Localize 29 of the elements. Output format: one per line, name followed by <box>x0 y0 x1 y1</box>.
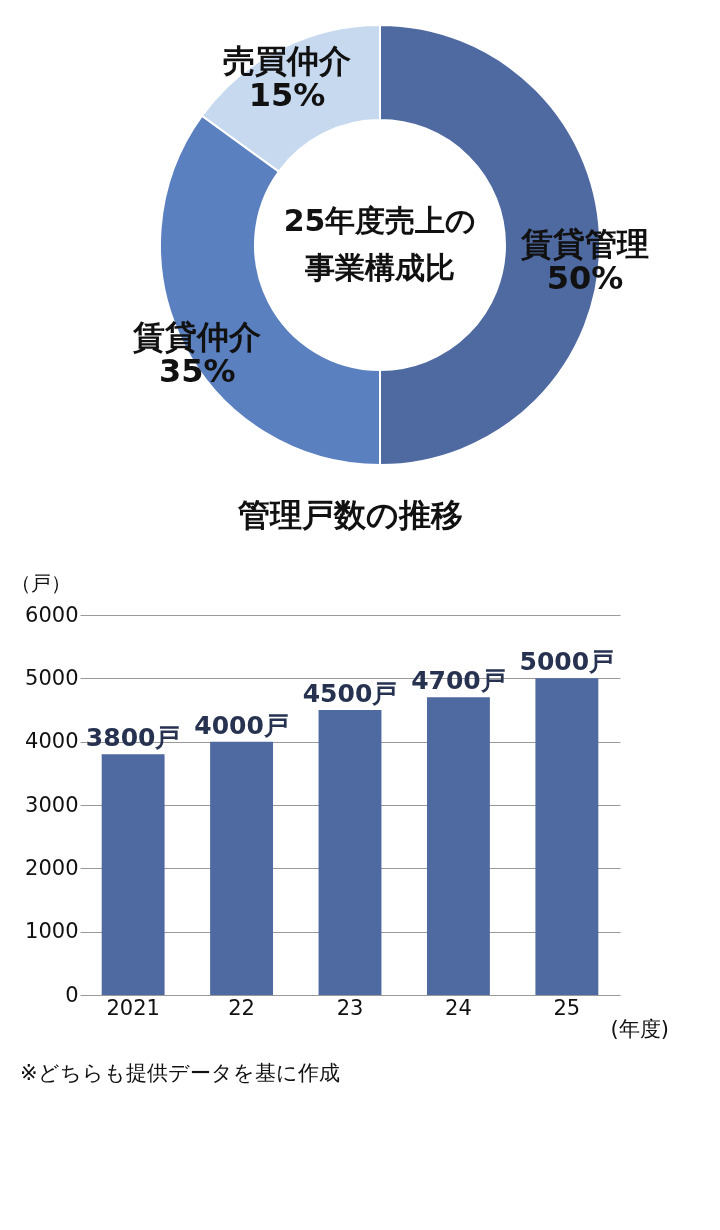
x-tick-label: 25 <box>553 995 581 1020</box>
bar <box>101 754 165 995</box>
bar <box>318 710 382 995</box>
data-label: 4500戸 <box>302 679 398 708</box>
x-axis-title: (年度) <box>610 1016 669 1041</box>
bar <box>210 741 274 995</box>
y-tick-label: 6000 <box>25 602 79 627</box>
y-tick-label: 4000 <box>25 729 79 754</box>
y-axis-title: （戸） <box>10 570 71 595</box>
x-tick-label: 22 <box>228 995 255 1020</box>
data-label: 3800戸 <box>85 723 181 753</box>
x-tick-label: 23 <box>336 995 364 1020</box>
text: 事業構成比 <box>304 249 455 285</box>
chart-title: 管理戸数の推移 <box>236 496 463 534</box>
y-tick-label: 3000 <box>25 792 79 817</box>
slice-label: 売買仲介 <box>222 42 351 81</box>
y-tick-label: 1000 <box>25 919 79 944</box>
bar <box>535 678 599 995</box>
data-label: 4000戸 <box>194 710 289 740</box>
data-label: 4700戸 <box>411 666 506 696</box>
bar <box>426 697 490 995</box>
y-tick-label: 5000 <box>25 665 79 690</box>
y-tick-label: 0 <box>65 982 79 1007</box>
x-tick-label: 24 <box>445 995 472 1020</box>
x-tick-label: 2021 <box>106 995 160 1020</box>
text: 25年度売上の <box>283 202 477 238</box>
y-tick-label: 2000 <box>25 855 79 880</box>
text: ※どちらも提供データを基に作成 <box>20 1061 340 1085</box>
data-label: 5000戸 <box>519 647 615 677</box>
